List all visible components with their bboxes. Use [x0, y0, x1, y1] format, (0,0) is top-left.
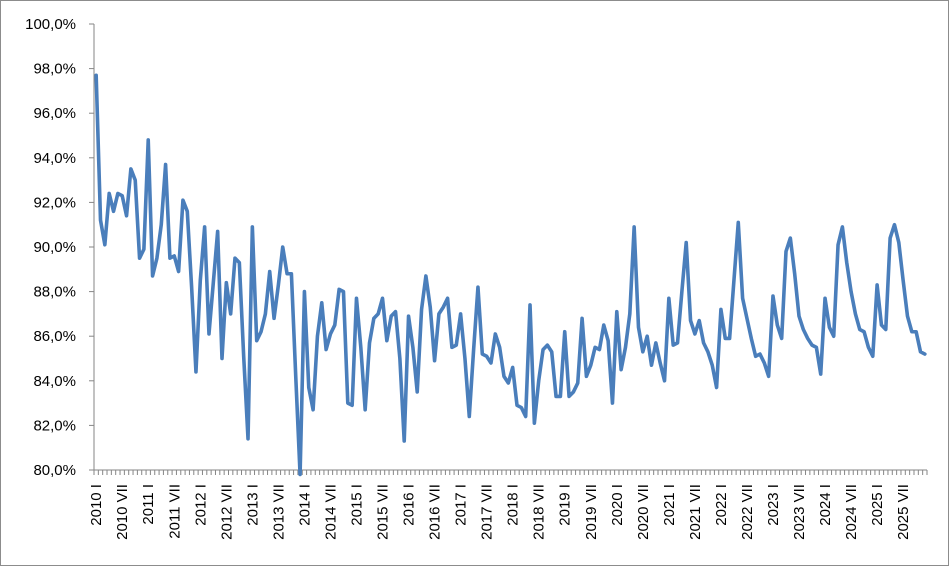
- x-tick-label: 2012 VII: [218, 484, 235, 540]
- y-tick-label: 80,0%: [33, 462, 76, 479]
- x-tick-label: 2011 VII: [166, 484, 183, 539]
- x-tick-label: 2024 I: [817, 484, 834, 526]
- x-tick-label: 2014 I: [296, 484, 313, 526]
- x-tick-label: 2018 VII: [531, 484, 548, 540]
- y-tick-label: 96,0%: [33, 105, 76, 122]
- x-tick-label: 2022 I: [713, 484, 730, 526]
- x-tick-label: 2022 VII: [739, 484, 756, 540]
- y-tick-label: 84,0%: [33, 373, 76, 390]
- x-tick-label: 2014 VII: [322, 484, 339, 540]
- x-tick-label: 2025 VII: [895, 484, 912, 540]
- x-tick-label: 2011 I: [140, 484, 157, 525]
- y-tick-label: 94,0%: [33, 150, 76, 167]
- y-tick-label: 86,0%: [33, 328, 76, 345]
- x-tick-label: 2012 I: [192, 484, 209, 526]
- x-tick-label: 2013 I: [244, 484, 261, 526]
- x-tick-label: 2023 I: [765, 484, 782, 526]
- x-tick-label: 2023 VII: [791, 484, 808, 540]
- x-tick-label: 2024 VII: [843, 484, 860, 540]
- x-tick-label: 2010 VII: [114, 484, 131, 540]
- x-tick-label: 2019 I: [557, 484, 574, 526]
- x-tick-label: 2018 I: [505, 484, 522, 526]
- x-tick-label: 2020 VII: [635, 484, 652, 540]
- x-tick-label: 2021 VII: [687, 484, 704, 540]
- x-tick-label: 2016 I: [401, 484, 418, 526]
- y-tick-label: 98,0%: [33, 61, 76, 78]
- y-tick-label: 82,0%: [33, 417, 76, 434]
- y-tick-label: 100,0%: [25, 16, 76, 33]
- x-tick-label: 2010 I: [88, 484, 105, 526]
- series-line: [94, 73, 927, 477]
- y-tick-label: 90,0%: [33, 239, 76, 256]
- x-tick-label: 2017 I: [453, 484, 470, 526]
- x-tick-label: 2013 VII: [270, 484, 287, 540]
- x-tick-label: 2015 I: [348, 484, 365, 526]
- y-tick-label: 92,0%: [33, 194, 76, 211]
- x-tick-label: 2021 I: [661, 484, 678, 526]
- y-tick-label: 88,0%: [33, 284, 76, 301]
- x-tick-label: 2019 VII: [583, 484, 600, 540]
- x-tick-label: 2020 I: [609, 484, 626, 526]
- x-tick-label: 2025 I: [869, 484, 886, 526]
- x-tick-label: 2015 VII: [375, 484, 392, 540]
- x-tick-label: 2017 VII: [479, 484, 496, 540]
- x-tick-label: 2016 VII: [427, 484, 444, 540]
